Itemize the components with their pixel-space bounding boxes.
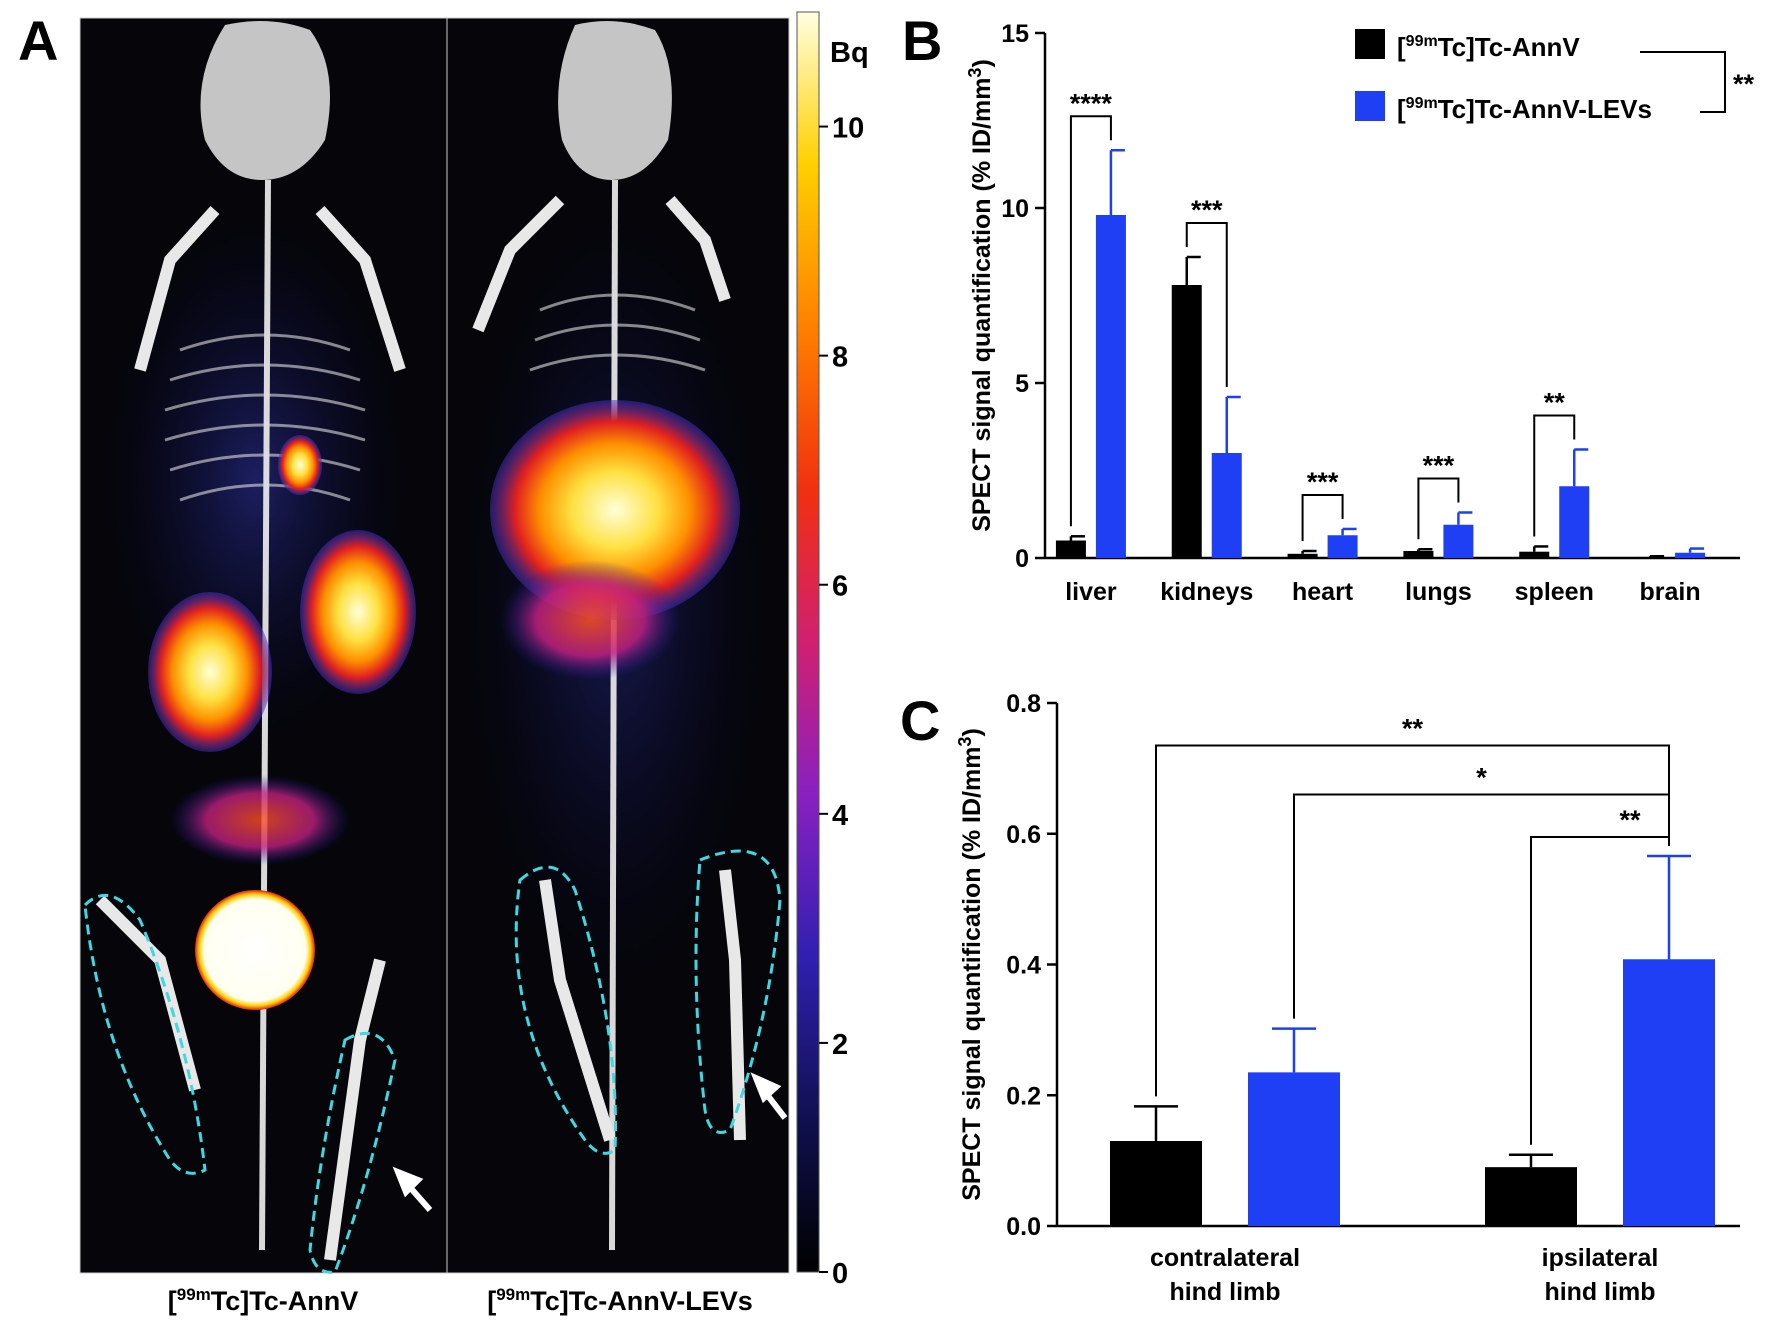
colorbar: Bq 0 2 4 6 8 10 [796, 11, 869, 1290]
bar [1403, 551, 1434, 558]
bar [1327, 535, 1358, 558]
significance-label: ** [1402, 713, 1424, 743]
y-tick-label: 0.6 [1006, 821, 1041, 849]
significance-bracket [1530, 836, 1670, 1145]
significance-bracket [1533, 414, 1576, 537]
bar [1248, 1072, 1340, 1226]
legend-label: [99mTc]Tc-AnnV-LEVs [1397, 94, 1652, 124]
significance-bracket [1185, 222, 1228, 387]
y-tick-label: 15 [1001, 20, 1029, 48]
significance-label: **** [1070, 88, 1113, 118]
y-tick-label: 0.0 [1006, 1213, 1041, 1241]
bar [1110, 1141, 1202, 1226]
significance-bracket [1293, 793, 1670, 1019]
y-tick-label: 0.2 [1006, 1082, 1041, 1110]
x-tick-label: spleen [1515, 578, 1594, 606]
x-tick-label: hind limb [1169, 1278, 1280, 1306]
significance-label: *** [1307, 467, 1339, 497]
colorbar-unit: Bq [830, 37, 869, 69]
x-tick-label: heart [1292, 578, 1354, 606]
bar [1171, 285, 1202, 558]
bar [1211, 453, 1242, 558]
y-tick-label: 0.8 [1006, 690, 1041, 718]
x-tick-label: hind limb [1544, 1278, 1655, 1306]
legend-swatch [1355, 91, 1385, 121]
spect-image-annv [79, 17, 448, 1274]
panel-letter-a: A [18, 9, 58, 72]
legend-bracket [1640, 51, 1726, 113]
significance-bracket [1069, 115, 1112, 527]
legend-swatch [1355, 29, 1385, 59]
chart-c: 0.0 0.2 0.4 0.6 0.8 SPECT signal quantificati… [955, 690, 1740, 1306]
panel-letter-c: C [900, 689, 940, 752]
x-tick-label: lungs [1405, 578, 1472, 606]
image-label-annv-levs: [99mTc]Tc-AnnV-LEVs [487, 1285, 753, 1316]
y-axis-label: SPECT signal quantification (% ID/mm3) [955, 728, 986, 1201]
bar [1095, 215, 1126, 558]
colorbar-tick-label: 4 [832, 800, 848, 832]
x-tick-label: contralateral [1150, 1244, 1300, 1272]
bar [1485, 1167, 1577, 1226]
x-tick-label: liver [1065, 578, 1117, 606]
legend-significance-label: ** [1733, 69, 1755, 99]
colorbar-tick-label: 0 [832, 1258, 848, 1290]
significance-bracket [1417, 477, 1460, 540]
colorbar-tick-label: 8 [832, 342, 848, 374]
significance-bracket [1301, 493, 1344, 541]
x-tick-label: brain [1640, 578, 1701, 606]
bar [1519, 551, 1550, 558]
colorbar-tick-label: 6 [832, 571, 848, 603]
significance-label: * [1476, 763, 1487, 793]
colorbar-tick-label: 2 [832, 1029, 848, 1061]
y-tick-label: 10 [1001, 195, 1029, 223]
bar [1559, 486, 1590, 558]
bar [1287, 553, 1318, 558]
bar [1055, 540, 1086, 558]
bar [1443, 524, 1474, 558]
x-tick-label: kidneys [1160, 578, 1253, 606]
panel-letter-b: B [902, 9, 942, 72]
y-tick-label: 5 [1015, 370, 1029, 398]
spect-image-annv-levs [446, 17, 790, 1274]
significance-label: ** [1544, 388, 1566, 418]
colorbar-tick-label: 10 [832, 113, 864, 145]
y-tick-label: 0.4 [1006, 952, 1041, 980]
y-axis-label: SPECT signal quantification (% ID/mm3) [965, 59, 996, 532]
y-tick-label: 0 [1015, 545, 1029, 573]
significance-label: *** [1423, 451, 1455, 481]
significance-label: ** [1619, 805, 1641, 835]
image-label-annv: [99mTc]Tc-AnnV [168, 1285, 359, 1316]
bar [1675, 552, 1706, 558]
x-tick-label: ipsilateral [1542, 1244, 1659, 1272]
bar [1623, 959, 1715, 1226]
legend-label: [99mTc]Tc-AnnV [1397, 32, 1580, 62]
significance-bracket [1155, 744, 1670, 1097]
significance-label: *** [1191, 195, 1223, 225]
